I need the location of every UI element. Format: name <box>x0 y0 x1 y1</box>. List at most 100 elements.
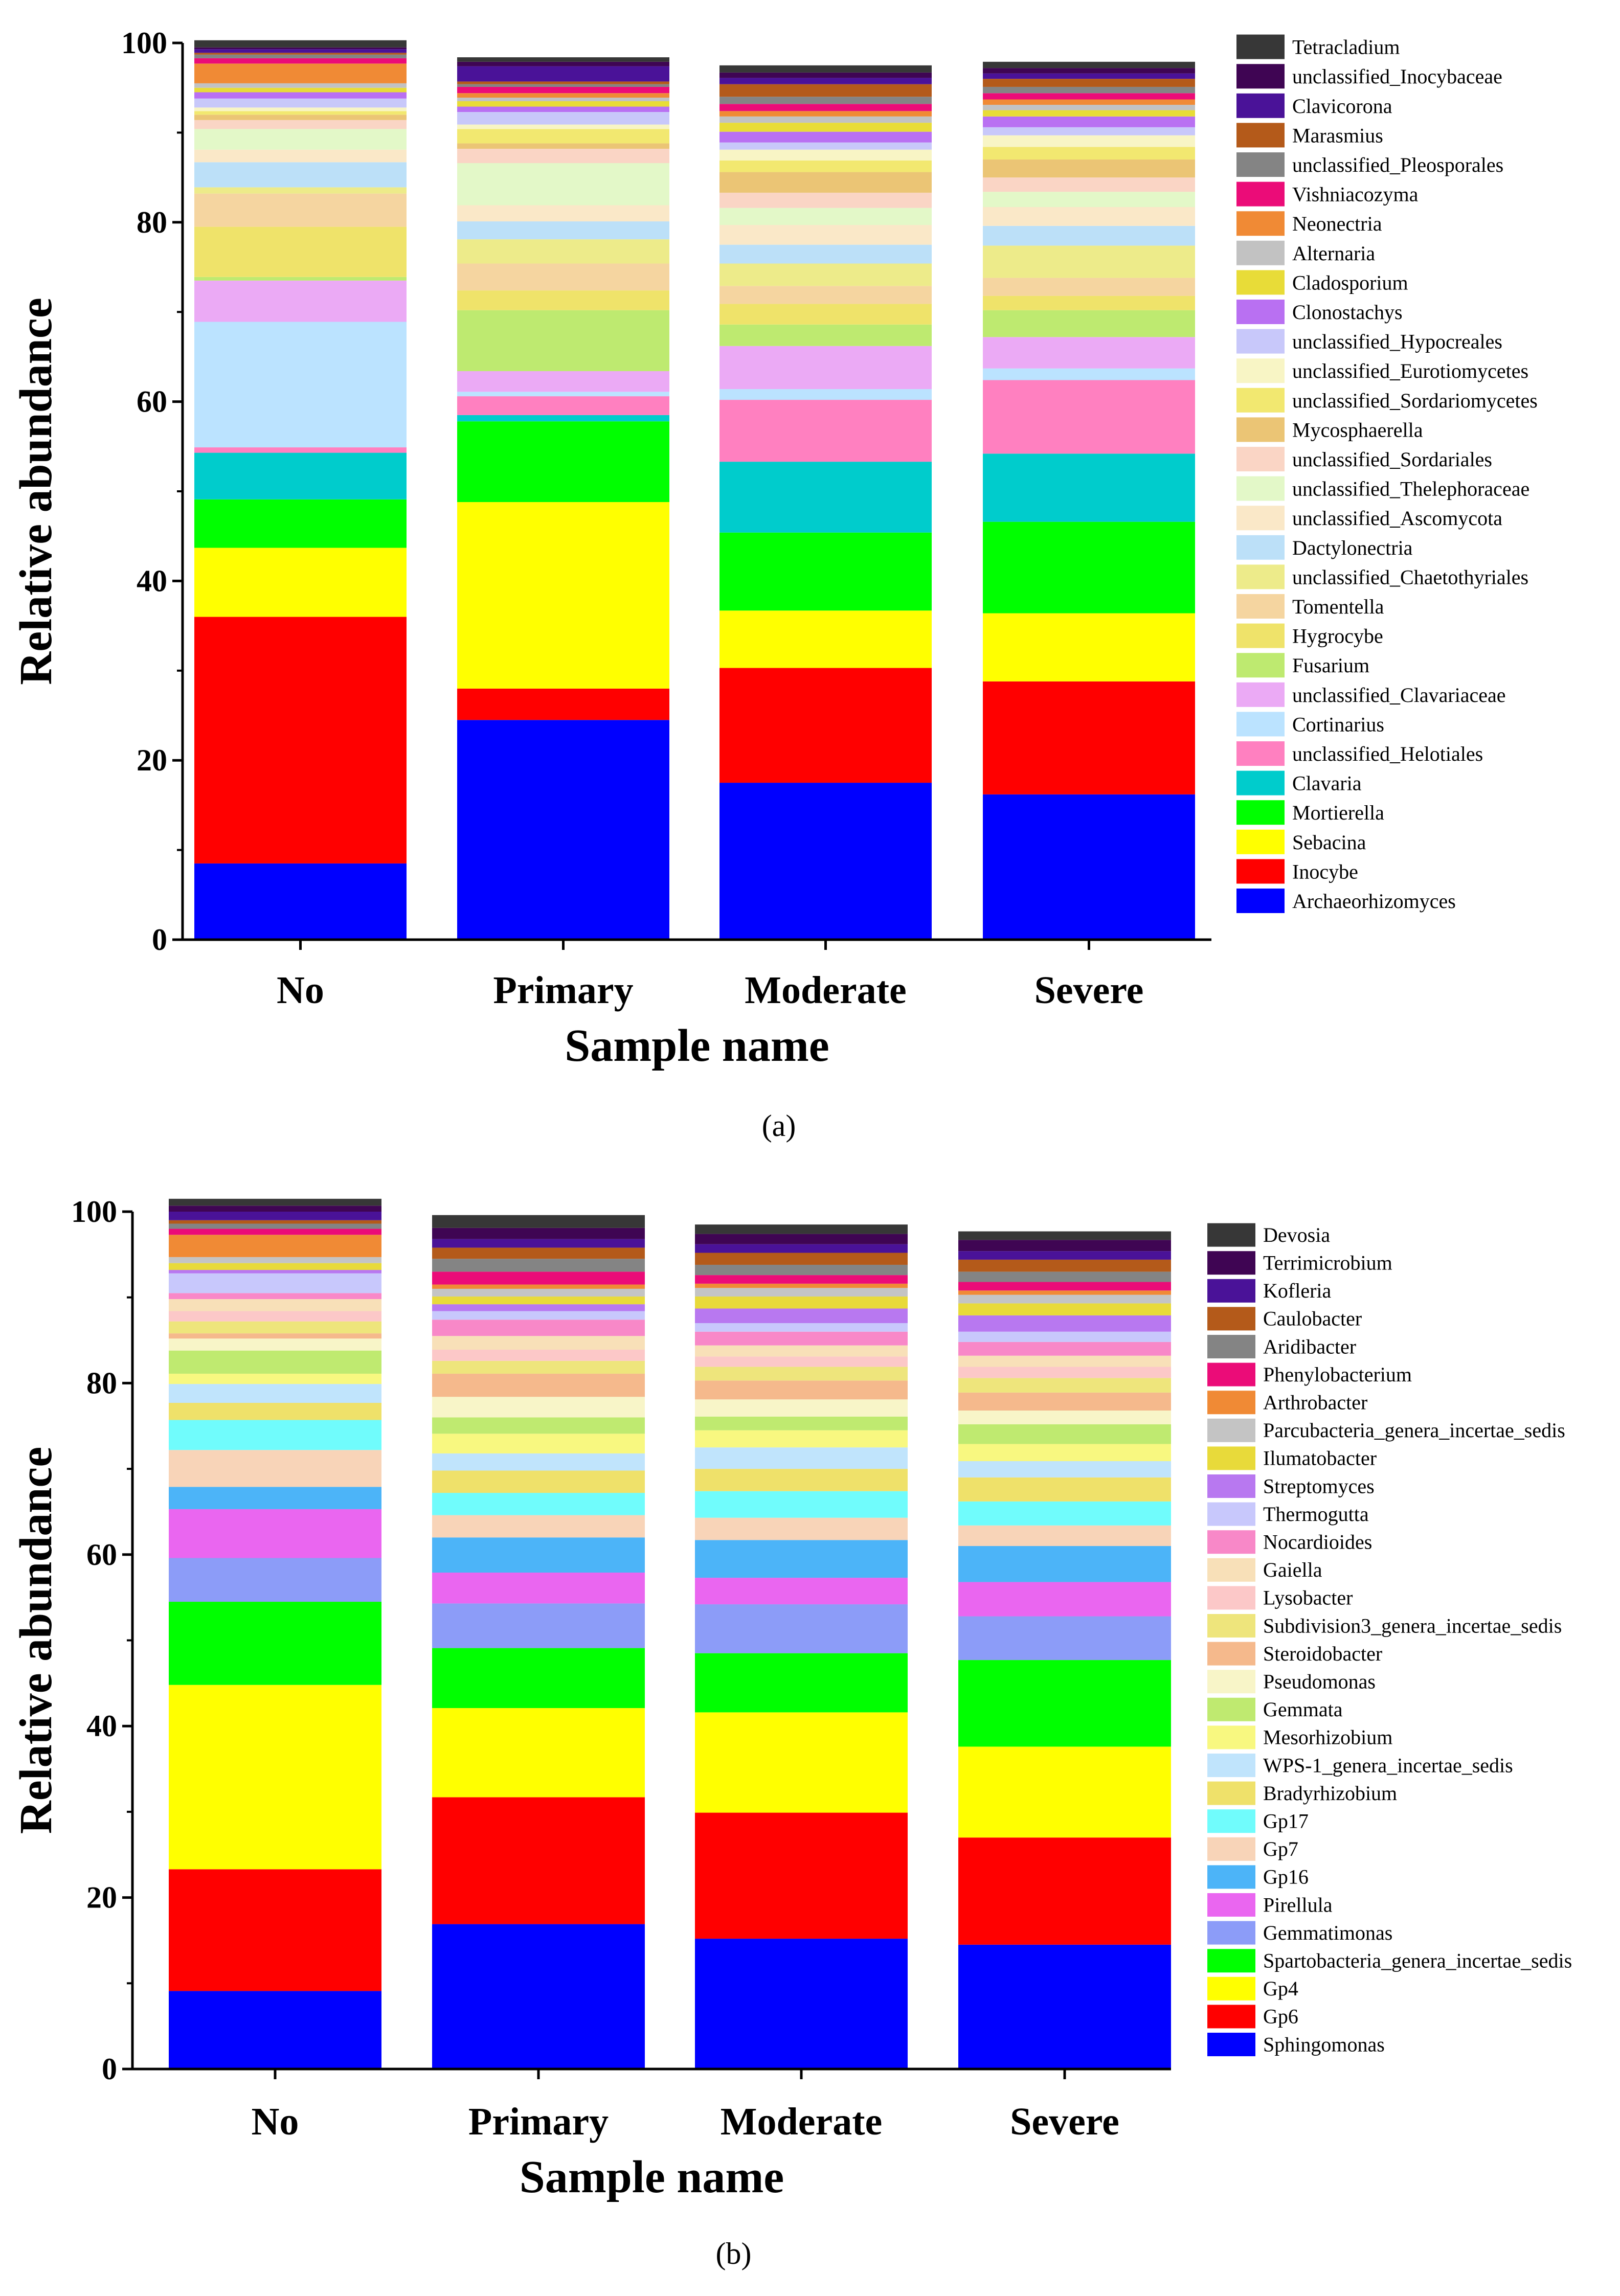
legend-swatch <box>1236 594 1285 619</box>
bar-segment <box>695 1604 908 1653</box>
bar-segment <box>169 1220 381 1224</box>
legend-swatch <box>1207 1725 1255 1749</box>
bar-segment <box>432 1288 645 1297</box>
legend-label: Gemmata <box>1263 1698 1343 1721</box>
bar-segment <box>958 1525 1171 1547</box>
bar-segment <box>194 54 407 58</box>
legend-swatch <box>1236 447 1285 471</box>
x-tick-label: Primary <box>493 969 633 1012</box>
bar-segment <box>457 396 669 415</box>
legend-swatch <box>1207 1837 1255 1861</box>
bar-segment <box>719 304 932 325</box>
legend-swatch <box>1236 476 1285 501</box>
legend-label: Gp4 <box>1263 1977 1298 2000</box>
bar-segment <box>457 148 669 164</box>
bar-segment <box>719 78 932 84</box>
bar-segment <box>719 192 932 208</box>
legend-label: Caulobacter <box>1263 1307 1362 1330</box>
bar-segment <box>983 160 1195 178</box>
x-tick-label: No <box>277 969 324 1012</box>
bar-segment <box>432 1297 645 1305</box>
bar-segment <box>169 1311 381 1322</box>
bar-segment <box>958 1837 1171 1945</box>
x-tick-label: Severe <box>1034 969 1144 1012</box>
bar-segment <box>719 72 932 78</box>
bar-segment <box>457 93 669 98</box>
bar-segment <box>432 1434 645 1453</box>
y-tick-label: 100 <box>121 26 167 60</box>
bar-segment <box>457 310 669 371</box>
bar-segment <box>958 1303 1171 1315</box>
bar-segment <box>958 1477 1171 1502</box>
bar-segment <box>169 1685 381 1870</box>
bar-segment <box>194 53 407 55</box>
legend-swatch <box>1207 1614 1255 1638</box>
bar-segment <box>695 1308 908 1324</box>
bar-segment <box>194 447 407 453</box>
bar-segment <box>983 207 1195 226</box>
bar-segment <box>695 1399 908 1417</box>
bar-segment <box>983 337 1195 369</box>
bar-segment <box>719 462 932 533</box>
bar-segment <box>432 1515 645 1538</box>
bar-segment <box>169 1299 381 1311</box>
bar-segment <box>194 277 407 281</box>
bar-segment <box>169 1991 381 2069</box>
bar-segment <box>958 1582 1171 1617</box>
bar-segment <box>194 162 407 188</box>
bar-segment <box>432 1373 645 1397</box>
bar-segment <box>695 1430 908 1448</box>
bar-segment <box>194 107 407 111</box>
bar-segment <box>958 1231 1171 1240</box>
bar-segment <box>194 111 407 115</box>
legend-label: Gp16 <box>1263 1866 1309 1889</box>
legend-swatch <box>1236 623 1285 648</box>
y-tick-label: 40 <box>86 1709 117 1743</box>
bar-segment <box>169 1509 381 1558</box>
bar-segment <box>194 149 407 163</box>
legend-swatch <box>1207 1754 1255 1777</box>
legend-swatch <box>1207 1670 1255 1694</box>
y-axis-title: Relative abundance <box>11 1447 61 1834</box>
legend-label: Dactylonectria <box>1292 536 1413 559</box>
bar-segment <box>194 47 407 50</box>
bar-segment <box>695 1653 908 1713</box>
legend-swatch <box>1207 1642 1255 1666</box>
bar-segment <box>194 63 407 83</box>
bar-segment <box>457 290 669 310</box>
bar-segment <box>983 225 1195 246</box>
panel-label: (b) <box>716 2237 752 2270</box>
legend-label: Archaeorhizomyces <box>1292 890 1456 913</box>
bar-segment <box>432 1537 645 1573</box>
legend-label: Sphingomonas <box>1263 2033 1385 2056</box>
legend-label: Pseudomonas <box>1263 1670 1376 1693</box>
bar-segment <box>432 1648 645 1708</box>
legend-swatch <box>1207 1976 1255 2001</box>
bar-segment <box>194 322 407 448</box>
bar-segment <box>457 221 669 240</box>
legend-label: Gp6 <box>1263 2005 1298 2028</box>
bar-segment <box>457 57 669 62</box>
legend-swatch <box>1236 682 1285 707</box>
legend-label: unclassified_Pleosporales <box>1292 153 1503 176</box>
bar-segment <box>695 1812 908 1939</box>
bar-segment <box>695 1331 908 1346</box>
legend-label: unclassified_Inocybaceae <box>1292 65 1502 88</box>
legend-swatch <box>1207 1558 1255 1582</box>
x-axis-title: Sample name <box>520 2152 784 2202</box>
bar-segment <box>719 225 932 245</box>
bar-segment <box>719 104 932 111</box>
legend-label: unclassified_Chaetothyriales <box>1292 565 1528 588</box>
legend: Sphingomonas Gp6 Gp4 Spartobacteria_genera_… <box>1207 1223 1572 2056</box>
bar-segment <box>695 1939 908 2069</box>
bar-segment <box>432 1227 645 1239</box>
bar-segment <box>695 1712 908 1813</box>
y-tick-label: 0 <box>152 923 167 957</box>
bar-segment <box>958 1251 1171 1260</box>
bar-segment <box>958 1271 1171 1282</box>
bar-segment <box>194 187 407 194</box>
bar-segment <box>983 110 1195 117</box>
bar-segment <box>983 116 1195 127</box>
legend-swatch <box>1236 889 1285 913</box>
